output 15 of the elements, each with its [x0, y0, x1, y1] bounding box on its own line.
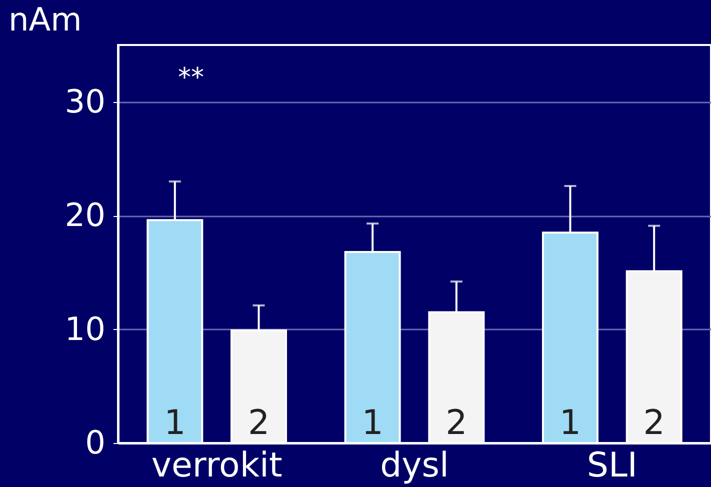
- text: 2: [446, 403, 468, 443]
- text: 1: [362, 403, 384, 443]
- y-axis-title: nAm: [8, 0, 82, 38]
- x-tick-label: dysl: [380, 446, 449, 486]
- y-tick-label: 30: [64, 82, 106, 120]
- x-tick-label: verrokit: [151, 446, 282, 486]
- text: 1: [559, 403, 582, 443]
- y-tick-label: 10: [64, 310, 106, 348]
- series-label: 2: [248, 403, 270, 443]
- x-tick-label: SLI: [586, 446, 638, 486]
- y-tick-label: 0: [85, 424, 106, 462]
- annotation: **: [178, 63, 204, 93]
- series-label: 1: [164, 403, 186, 443]
- text: 2: [643, 403, 665, 443]
- y-tick-label: 20: [64, 196, 106, 234]
